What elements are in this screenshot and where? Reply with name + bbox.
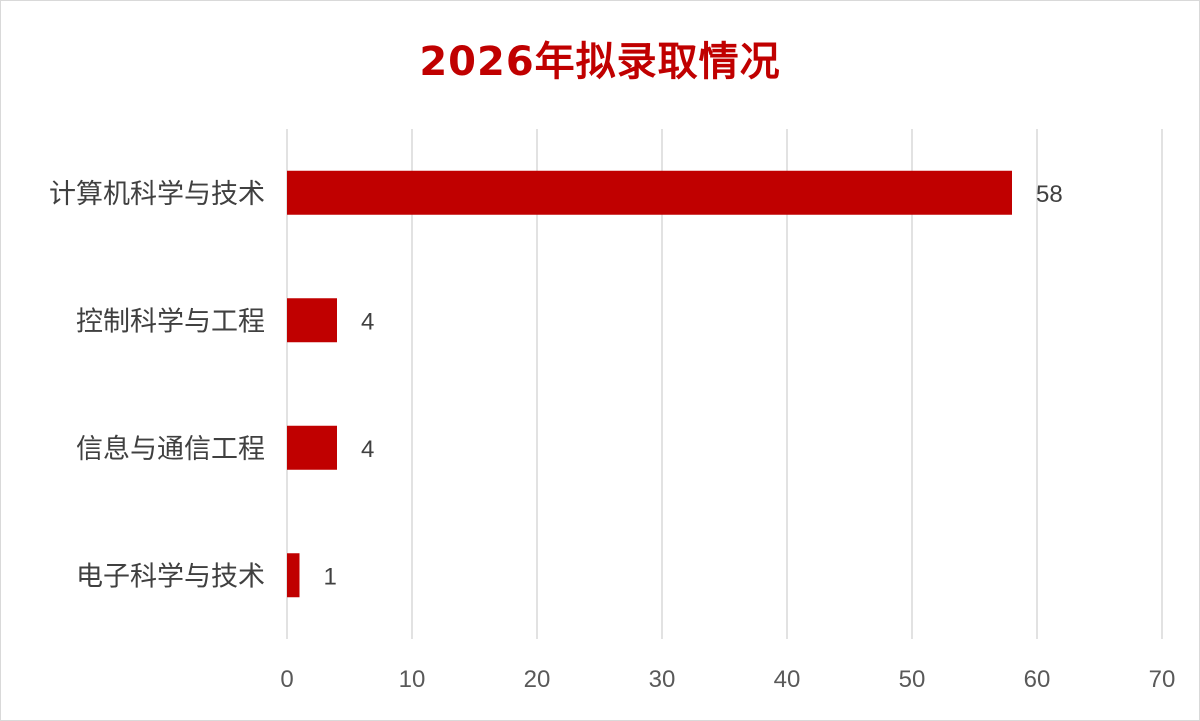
x-tick-label: 30	[649, 666, 676, 693]
category-label: 控制科学与工程	[76, 306, 265, 337]
bar-2	[287, 425, 337, 470]
x-tick-label: 40	[774, 666, 801, 693]
bar-0	[287, 170, 1012, 215]
x-tick-label: 10	[399, 666, 426, 693]
category-label: 计算机科学与技术	[49, 179, 265, 210]
x-tick-label: 70	[1149, 666, 1176, 693]
x-tick-label: 20	[524, 666, 551, 693]
x-tick-label: 0	[280, 666, 293, 693]
bar-1	[287, 298, 337, 343]
x-tick-label: 50	[899, 666, 926, 693]
bar-3	[287, 553, 300, 598]
data-label: 1	[324, 563, 337, 590]
data-label: 58	[1036, 181, 1063, 208]
chart-title: 2026年拟录取情况	[419, 39, 781, 85]
bars	[287, 170, 1012, 598]
data-label: 4	[361, 308, 374, 335]
data-label: 4	[361, 436, 374, 463]
category-label: 电子科学与技术	[76, 561, 265, 592]
category-label: 信息与通信工程	[76, 434, 265, 465]
labels: 0 10 20 30 40 50 60 70 计算机科学与技术 58 控制科学与工程 4 信息与通信工程…	[49, 179, 1175, 693]
x-tick-label: 60	[1024, 666, 1051, 693]
